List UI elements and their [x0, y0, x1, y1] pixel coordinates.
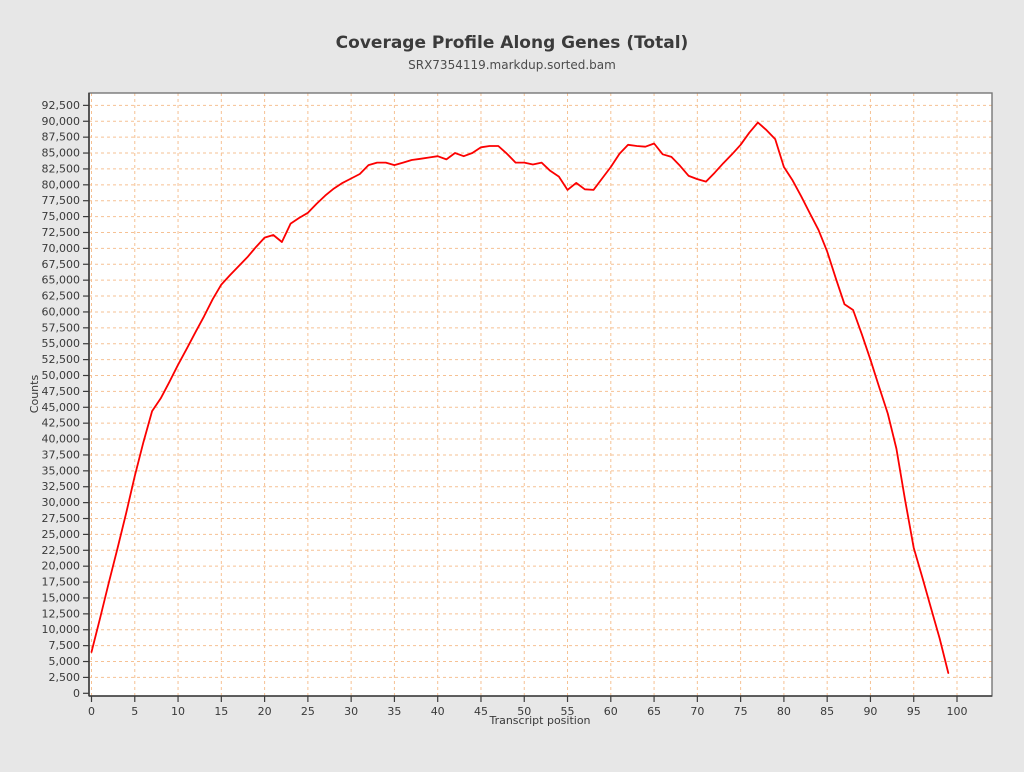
coverage-line [90, 121, 950, 674]
data-series [90, 121, 950, 674]
x-tick-label: 65 [647, 705, 661, 718]
y-tick-label: 30,000 [42, 496, 81, 509]
y-tick-label: 87,500 [42, 131, 81, 144]
x-tick-label: 45 [474, 705, 488, 718]
y-tick-label: 65,000 [42, 274, 81, 287]
y-tick-label: 70,000 [42, 242, 81, 255]
y-tick-label: 75,000 [42, 210, 81, 223]
y-tick-label: 22,500 [42, 544, 81, 557]
x-axis-title: Transcript position [488, 714, 590, 727]
y-tick-label: 0 [73, 687, 80, 700]
x-tick-label: 75 [734, 705, 748, 718]
y-tick-label: 7,500 [49, 639, 81, 652]
gridlines [89, 93, 992, 696]
x-tick-label: 55 [561, 705, 575, 718]
x-tick-label: 10 [171, 705, 185, 718]
x-tick-label: 40 [431, 705, 445, 718]
y-tick-label: 62,500 [42, 290, 81, 303]
x-tick-label: 30 [344, 705, 358, 718]
x-tick-label: 90 [863, 705, 877, 718]
plot-area [89, 93, 992, 696]
y-tick-label: 32,500 [42, 480, 81, 493]
y-tick-label: 47,500 [42, 385, 81, 398]
x-tick-label: 20 [258, 705, 272, 718]
y-tick-label: 52,500 [42, 353, 81, 366]
x-tick-label: 35 [387, 705, 401, 718]
y-tick-label: 90,000 [42, 115, 81, 128]
y-tick-label: 82,500 [42, 162, 81, 175]
x-tick-label: 25 [301, 705, 315, 718]
y-tick-label: 10,000 [42, 623, 81, 636]
chart-subtitle: SRX7354119.markdup.sorted.bam [408, 58, 616, 72]
x-tick-label: 85 [820, 705, 834, 718]
x-tick-label: 60 [604, 705, 618, 718]
y-tick-label: 27,500 [42, 512, 81, 525]
x-tick-label: 80 [777, 705, 791, 718]
y-axis-title: Counts [28, 375, 41, 414]
y-tick-label: 72,500 [42, 226, 81, 239]
x-tick-label: 15 [214, 705, 228, 718]
y-tick-label: 50,000 [42, 369, 81, 382]
y-tick-label: 80,000 [42, 178, 81, 191]
y-tick-label: 55,000 [42, 337, 81, 350]
x-tick-label: 5 [131, 705, 138, 718]
y-tick-label: 25,000 [42, 528, 81, 541]
axis-ticks: 0 2,500 5,000 7,500 10,000 12,500 15,000 17,500… [42, 99, 968, 718]
y-tick-label: 20,000 [42, 560, 81, 573]
x-tick-label: 0 [88, 705, 95, 718]
y-tick-label: 85,000 [42, 147, 81, 160]
y-tick-label: 77,500 [42, 194, 81, 207]
y-tick-label: 35,000 [42, 464, 81, 477]
y-tick-label: 2,500 [49, 671, 81, 684]
y-tick-label: 15,000 [42, 591, 81, 604]
chart-title: Coverage Profile Along Genes (Total) [336, 33, 689, 53]
y-tick-label: 40,000 [42, 433, 81, 446]
x-tick-label: 95 [907, 705, 921, 718]
x-tick-label: 100 [947, 705, 968, 718]
y-tick-label: 57,500 [42, 321, 81, 334]
y-tick-label: 37,500 [42, 448, 81, 461]
x-tick-label: 70 [690, 705, 704, 718]
y-tick-label: 5,000 [49, 655, 81, 668]
y-tick-label: 17,500 [42, 576, 81, 589]
y-tick-label: 92,500 [42, 99, 81, 112]
y-tick-label: 67,500 [42, 258, 81, 271]
y-tick-label: 42,500 [42, 417, 81, 430]
y-tick-label: 12,500 [42, 607, 81, 620]
x-tick-label: 50 [517, 705, 531, 718]
y-tick-label: 60,000 [42, 305, 81, 318]
y-tick-label: 45,000 [42, 401, 81, 414]
